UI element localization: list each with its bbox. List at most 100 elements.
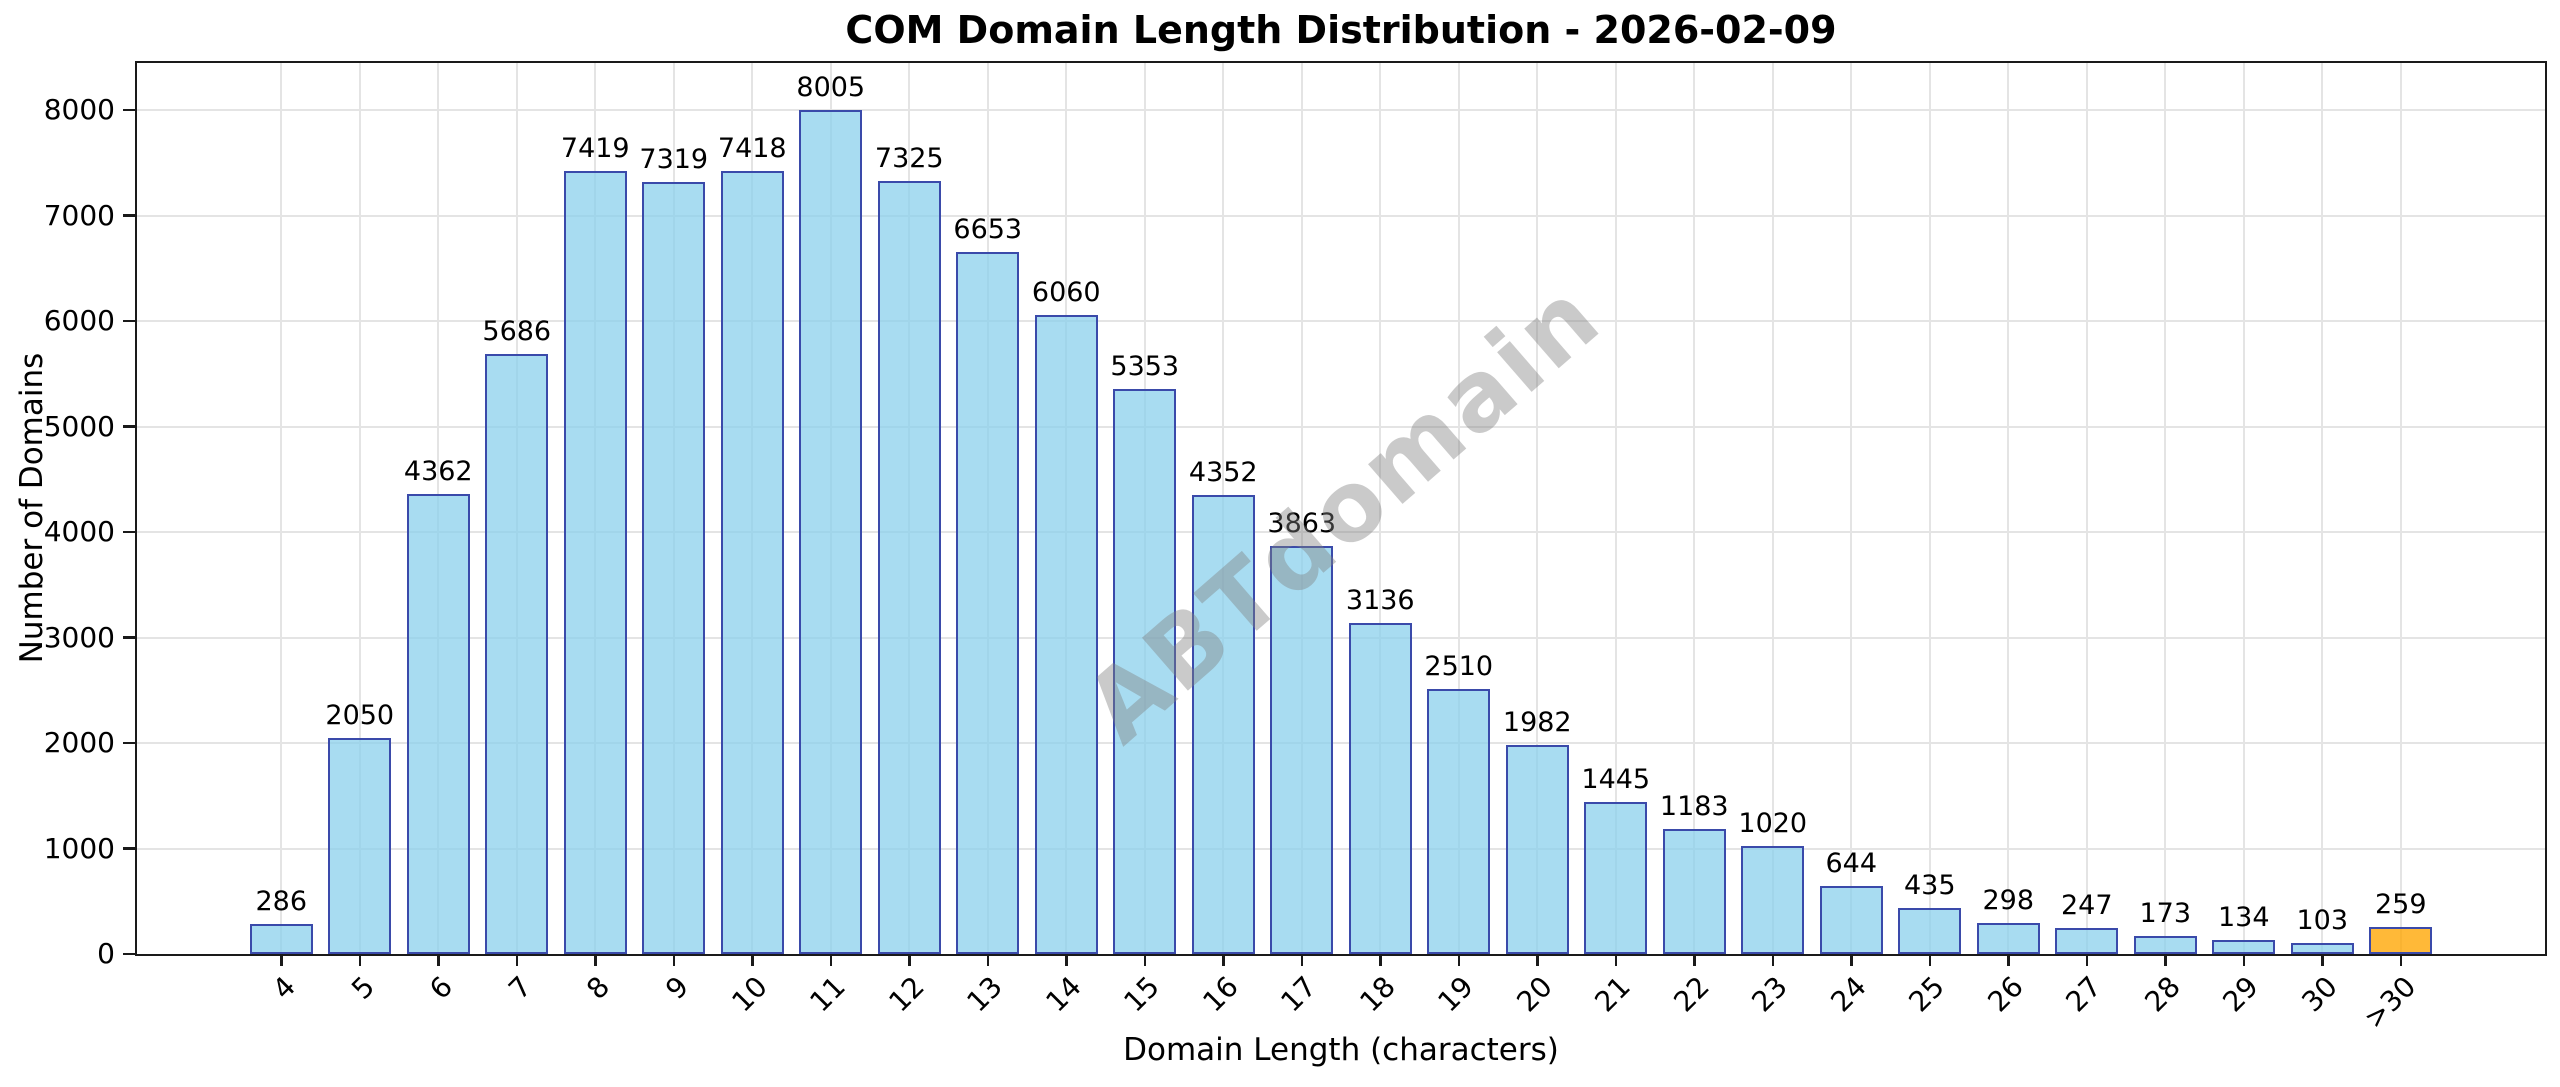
x-tick-mark <box>515 954 518 966</box>
gridline-vertical <box>1614 63 1617 954</box>
y-tick-mark <box>123 530 135 534</box>
bar-value-label: 7319 <box>639 143 709 175</box>
bar-value-label: 134 <box>2217 901 2270 933</box>
x-tick-label: 7 <box>502 969 538 1006</box>
bar-value-label: 644 <box>1825 848 1878 880</box>
gridline-horizontal <box>137 531 2545 534</box>
x-tick-label: 8 <box>580 969 617 1006</box>
x-tick-label: 27 <box>2059 969 2108 1019</box>
bar <box>1191 494 1255 954</box>
bar <box>485 354 549 954</box>
bar-value-label: 286 <box>255 885 308 917</box>
x-tick-label: 22 <box>1666 969 1716 1019</box>
x-tick-mark <box>986 954 989 966</box>
x-tick-label: 18 <box>1352 969 1402 1019</box>
bar <box>2055 927 2119 954</box>
x-tick-mark <box>437 954 440 966</box>
bar <box>2290 943 2354 954</box>
gridline-vertical <box>2399 63 2402 954</box>
x-tick-mark <box>280 954 283 966</box>
x-tick-label: 4 <box>266 969 303 1006</box>
x-tick-label: 19 <box>1431 969 1480 1019</box>
bar-value-label: 6653 <box>953 214 1023 246</box>
bar-value-label: 173 <box>2139 897 2192 929</box>
gridline-vertical <box>2242 63 2245 954</box>
gridline-vertical <box>2007 63 2010 954</box>
y-tick-mark <box>123 319 135 323</box>
y-tick-label: 2000 <box>43 726 115 759</box>
bar <box>406 493 470 954</box>
bar-value-label: 3863 <box>1267 508 1337 540</box>
bar-value-label: 1183 <box>1659 791 1729 823</box>
bar <box>1584 801 1648 954</box>
bar <box>1819 886 1883 954</box>
gridline-horizontal <box>137 425 2545 428</box>
bar-value-label: 1982 <box>1502 706 1572 738</box>
bar-value-label: 247 <box>2060 889 2113 921</box>
bar-value-label: 7418 <box>717 133 787 165</box>
bar <box>720 171 784 954</box>
bar <box>1348 623 1412 954</box>
gridline-vertical <box>1457 63 1460 954</box>
bar-value-label: 298 <box>1982 884 2035 916</box>
x-tick-mark <box>2164 954 2167 966</box>
x-tick-mark <box>2321 954 2324 966</box>
bar-value-label: 259 <box>2374 888 2427 920</box>
x-tick-label: 16 <box>1195 969 1245 1019</box>
bar <box>2133 935 2197 954</box>
y-tick-mark <box>123 741 135 745</box>
bar <box>2369 926 2433 954</box>
x-tick-mark <box>594 954 597 966</box>
gridline-vertical <box>358 63 361 954</box>
x-tick-mark <box>908 954 911 966</box>
x-tick-mark <box>1928 954 1931 966</box>
x-tick-label: 29 <box>2216 969 2265 1019</box>
y-axis-label: Number of Domains <box>14 352 50 664</box>
y-tick-label: 0 <box>97 937 115 970</box>
bar-value-label: 3136 <box>1345 585 1415 617</box>
bar-value-label: 7325 <box>874 143 944 175</box>
gridline-vertical <box>1536 63 1539 954</box>
bar <box>563 171 627 954</box>
y-tick-label: 7000 <box>43 198 115 232</box>
gridline-horizontal <box>137 109 2545 112</box>
bar <box>642 181 706 954</box>
x-tick-mark <box>1693 954 1696 966</box>
y-tick-mark <box>123 425 135 428</box>
x-tick-label: 12 <box>881 969 931 1019</box>
gridline-vertical <box>1771 63 1774 954</box>
x-tick-label: 9 <box>659 969 695 1006</box>
x-tick-mark <box>2085 954 2088 966</box>
x-axis-label: Domain Length (characters) <box>1123 1032 1559 1068</box>
x-tick-mark <box>1850 954 1853 966</box>
x-tick-mark <box>1614 954 1617 966</box>
bar <box>799 109 863 954</box>
x-tick-label: 6 <box>423 969 460 1006</box>
x-tick-label: 24 <box>1823 969 1873 1019</box>
bar-value-label: 4362 <box>403 455 473 487</box>
bar <box>328 737 392 954</box>
x-tick-label: 28 <box>2137 969 2187 1019</box>
gridline-vertical <box>1850 63 1853 954</box>
gridline-vertical <box>1300 63 1303 954</box>
bar <box>1662 829 1726 954</box>
y-tick-mark <box>123 847 135 850</box>
bar <box>1898 908 1962 954</box>
y-tick-mark <box>123 952 135 956</box>
x-tick-mark <box>1065 954 1068 966</box>
bar <box>1113 389 1177 954</box>
x-tick-label: 10 <box>724 969 774 1019</box>
x-tick-label: 11 <box>803 969 852 1019</box>
bar <box>249 923 313 954</box>
bar <box>1427 689 1491 954</box>
bar <box>1741 846 1805 954</box>
x-tick-mark <box>1379 954 1382 966</box>
x-tick-mark <box>1536 954 1539 966</box>
x-tick-mark <box>751 954 754 966</box>
bar-value-label: 7419 <box>560 133 630 165</box>
y-tick-label: 1000 <box>43 831 115 865</box>
gridline-horizontal <box>137 320 2545 323</box>
bar-value-label: 4352 <box>1188 456 1258 488</box>
x-tick-label: 25 <box>1902 969 1951 1019</box>
